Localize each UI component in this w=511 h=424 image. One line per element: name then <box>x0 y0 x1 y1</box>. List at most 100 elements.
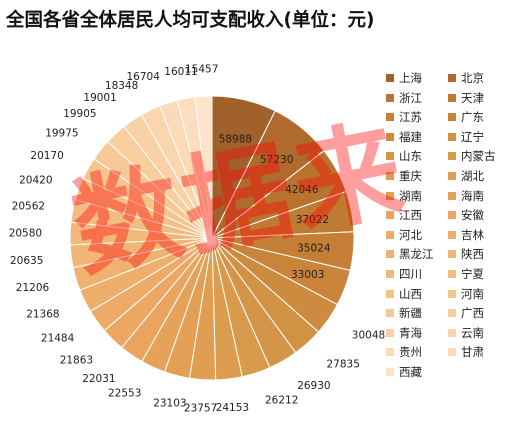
legend-label: 新疆 <box>399 306 422 321</box>
legend-swatch <box>386 93 394 102</box>
legend-label: 内蒙古 <box>461 149 496 164</box>
data-label-福建: 30048 <box>352 330 385 342</box>
legend-swatch <box>386 211 394 220</box>
data-label-天津: 37022 <box>296 214 329 226</box>
legend-item-北京: 北京 <box>448 70 484 86</box>
legend-item-四川: 四川 <box>386 266 422 282</box>
legend-label: 黑龙江 <box>399 247 434 262</box>
legend-swatch <box>386 368 394 376</box>
legend-swatch <box>448 211 456 220</box>
data-label-辽宁: 27835 <box>327 359 360 371</box>
data-label-山西: 20420 <box>19 174 52 186</box>
legend-label: 山西 <box>399 286 422 301</box>
legend-swatch <box>448 250 456 259</box>
legend-item-陕西: 陕西 <box>448 246 484 262</box>
data-label-黑龙江: 21206 <box>16 282 50 294</box>
legend-label: 上海 <box>399 71 422 85</box>
legend-swatch <box>448 309 456 318</box>
legend-item-青海: 青海 <box>386 325 422 341</box>
legend-label: 江西 <box>399 208 422 223</box>
data-label-西藏: 15457 <box>185 63 218 75</box>
legend-swatch <box>448 348 456 357</box>
legend-swatch <box>386 230 394 239</box>
legend-label: 江苏 <box>399 110 422 125</box>
legend-item-江西: 江西 <box>386 207 422 223</box>
data-label-海南: 22553 <box>108 388 141 400</box>
legend-label: 甘肃 <box>461 345 484 360</box>
data-label-河北: 21484 <box>41 333 75 345</box>
legend-swatch <box>386 328 394 337</box>
legend-item-山西: 山西 <box>386 286 422 302</box>
legend-item-黑龙江: 黑龙江 <box>386 246 434 262</box>
data-label-吉林: 21368 <box>26 308 59 320</box>
legend-label: 福建 <box>399 129 422 144</box>
data-label-江西: 22031 <box>82 373 115 385</box>
legend-swatch <box>448 74 456 82</box>
legend-label: 吉林 <box>461 227 484 242</box>
legend-label: 辽宁 <box>461 129 484 144</box>
data-label-宁夏: 20562 <box>12 201 45 213</box>
legend-swatch <box>386 270 394 278</box>
legend-item-广西: 广西 <box>448 305 484 321</box>
legend-swatch <box>386 152 394 161</box>
legend-item-河南: 河南 <box>448 286 484 302</box>
legend-label: 河南 <box>461 286 484 301</box>
legend-swatch <box>448 328 456 337</box>
data-label-湖南: 23103 <box>153 398 186 410</box>
data-label-浙江: 42046 <box>285 184 319 196</box>
legend-label: 云南 <box>461 325 484 340</box>
legend-label: 安徽 <box>461 208 484 223</box>
legend-item-贵州: 贵州 <box>386 344 422 360</box>
data-label-河南: 20170 <box>30 150 63 162</box>
legend-label: 西藏 <box>399 365 422 379</box>
legend-swatch <box>386 113 394 122</box>
legend-label: 青海 <box>399 325 422 340</box>
legend-swatch <box>448 289 456 298</box>
legend-item-海南: 海南 <box>448 188 484 204</box>
legend-swatch <box>448 172 456 180</box>
legend-item-辽宁: 辽宁 <box>448 129 484 145</box>
legend-item-内蒙古: 内蒙古 <box>448 148 496 164</box>
legend-item-甘肃: 甘肃 <box>448 344 484 360</box>
legend-swatch <box>386 74 394 82</box>
legend-swatch <box>386 172 394 180</box>
legend-item-宁夏: 宁夏 <box>448 266 484 282</box>
data-label-江苏: 35024 <box>297 243 331 255</box>
legend-item-广东: 广东 <box>448 109 484 125</box>
legend-label: 四川 <box>399 267 422 281</box>
legend-item-江苏: 江苏 <box>386 109 422 125</box>
data-label-安徽: 21863 <box>60 355 93 367</box>
data-label-四川: 20580 <box>9 228 42 240</box>
legend-item-河北: 河北 <box>386 227 422 243</box>
legend-label: 陕西 <box>461 247 484 262</box>
data-label-上海: 58988 <box>219 134 252 146</box>
legend-label: 宁夏 <box>461 267 484 281</box>
data-label-陕西: 20635 <box>10 255 43 267</box>
legend-label: 湖南 <box>399 188 422 203</box>
data-label-云南: 18348 <box>105 80 138 92</box>
legend-item-湖北: 湖北 <box>448 168 484 184</box>
legend-swatch <box>386 132 394 141</box>
legend-swatch <box>386 250 394 259</box>
legend-item-安徽: 安徽 <box>448 207 484 223</box>
legend-label: 广东 <box>461 110 484 125</box>
legend-swatch <box>448 113 456 122</box>
legend-label: 天津 <box>461 90 484 105</box>
legend-label: 山东 <box>399 149 422 164</box>
legend-label: 湖北 <box>461 169 484 183</box>
legend-item-上海: 上海 <box>386 70 422 86</box>
legend-item-福建: 福建 <box>386 129 422 145</box>
legend-item-新疆: 新疆 <box>386 305 422 321</box>
data-label-重庆: 24153 <box>216 402 249 414</box>
legend-label: 浙江 <box>399 90 422 105</box>
data-label-内蒙古: 26212 <box>265 395 298 407</box>
legend-label: 贵州 <box>399 345 422 360</box>
chart-title: 全国各省全体居民人均可支配收入(单位：元) <box>6 10 375 31</box>
legend-swatch <box>448 230 456 239</box>
legend-item-天津: 天津 <box>448 90 484 106</box>
data-label-贵州: 16704 <box>126 71 160 83</box>
data-label-甘肃: 16011 <box>164 66 197 78</box>
data-label-新疆: 19975 <box>45 128 78 140</box>
legend-label: 北京 <box>461 71 484 85</box>
